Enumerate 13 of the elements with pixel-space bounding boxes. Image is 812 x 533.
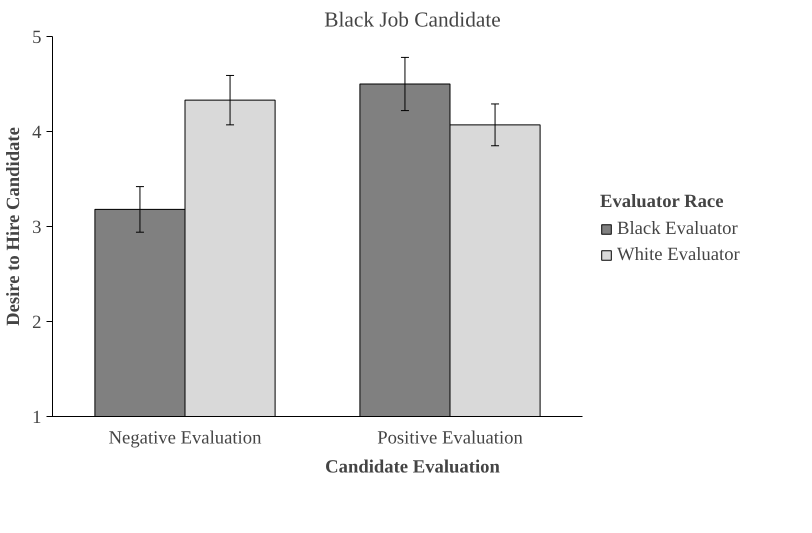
y-tick-label: 1 [32, 407, 42, 428]
x-tick-label: Negative Evaluation [108, 428, 262, 448]
y-tick-label: 2 [32, 312, 42, 333]
legend-label: Black Evaluator [617, 218, 738, 240]
legend-label: White Evaluator [617, 244, 740, 266]
y-tick-label: 4 [32, 122, 42, 143]
legend-title: Evaluator Race [600, 191, 724, 213]
x-tick-label: Positive Evaluation [377, 428, 524, 448]
chart-title: Black Job Candidate [324, 8, 501, 32]
x-axis-title: Candidate Evaluation [325, 456, 500, 478]
y-tick-label: 5 [32, 27, 42, 48]
y-tick-label: 3 [32, 217, 42, 238]
y-axis-title: Desire to Hire Candidate [3, 127, 24, 326]
